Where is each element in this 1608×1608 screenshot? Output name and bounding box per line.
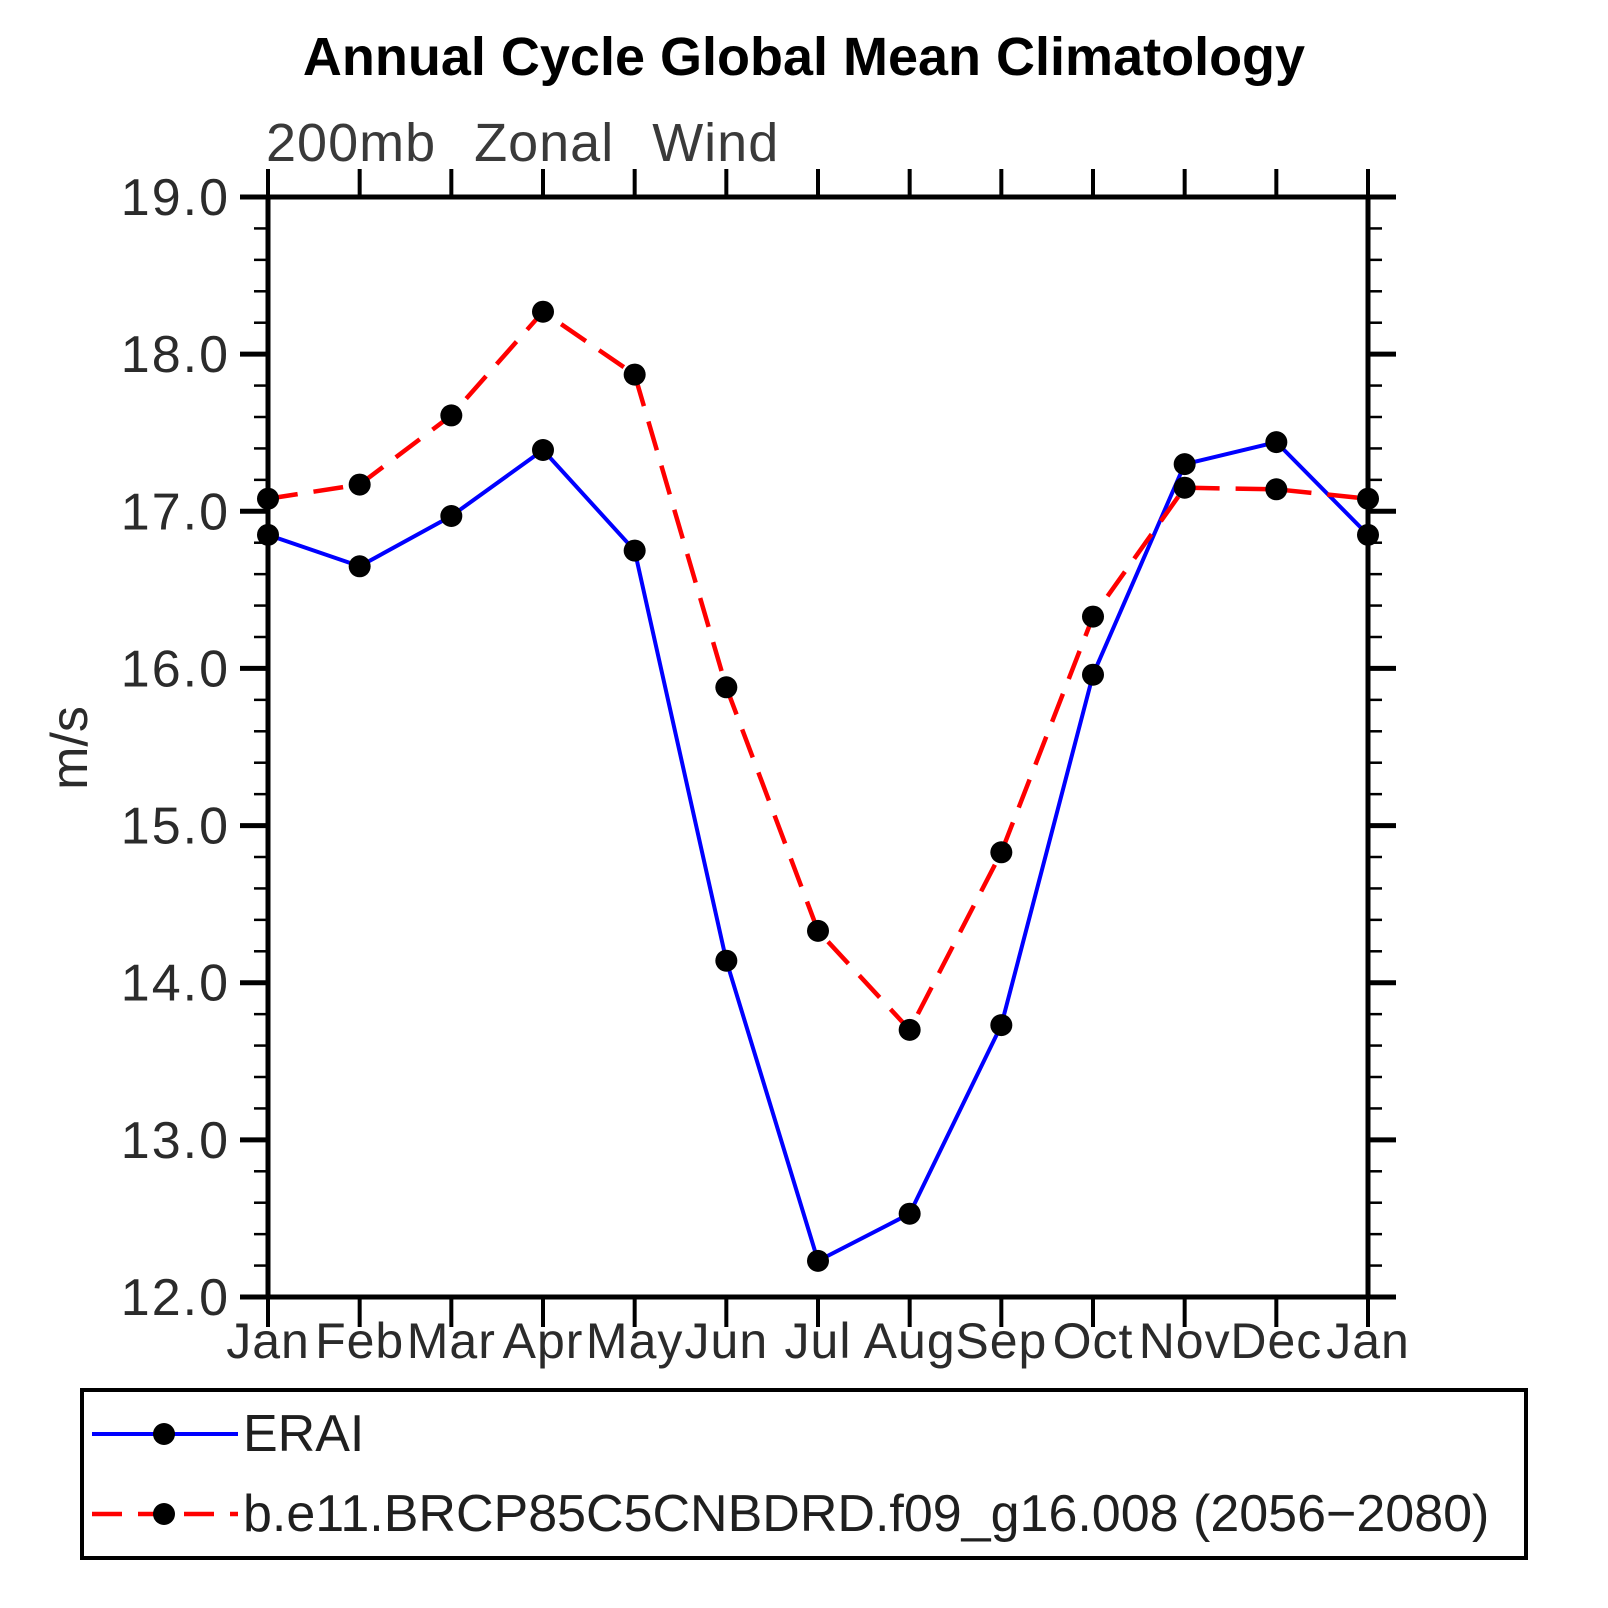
series-line-0 <box>267 440 1370 1263</box>
x-axis-tick-label: Sep <box>955 1313 1047 1369</box>
legend-row-model: b.e11.BRCP85C5CNBDRD.f09_g16.008 (2056−2… <box>90 1478 1489 1550</box>
data-point-marker-series-0 <box>1173 453 1196 476</box>
data-point-marker-series-0 <box>1265 431 1288 454</box>
x-axis-tick-label: Jan <box>1326 1313 1410 1369</box>
x-axis-tick-label: May <box>586 1313 683 1369</box>
y-axis-tick-label: 16.0 <box>121 640 230 698</box>
y-axis-tick-label: 14.0 <box>121 955 230 1013</box>
data-point-marker-series-1 <box>1265 478 1288 501</box>
data-point-marker-series-1 <box>715 676 738 699</box>
x-axis-tick-label: Mar <box>407 1313 496 1369</box>
data-point-marker-series-1 <box>257 487 279 510</box>
data-point-marker-series-0 <box>440 505 463 527</box>
legend-label-erai: ERAI <box>243 1405 365 1463</box>
legend-row-erai: ERAI <box>90 1398 364 1470</box>
data-point-marker-series-1 <box>1357 487 1379 510</box>
x-axis-tick-label: Oct <box>1053 1313 1134 1369</box>
y-axis-tick-label: 17.0 <box>121 483 230 541</box>
erai-line-sample-icon <box>92 1423 238 1445</box>
data-point-marker-series-1 <box>990 841 1013 864</box>
y-axis-tick-label: 15.0 <box>121 798 230 856</box>
x-axis-tick-label: Dec <box>1230 1313 1322 1369</box>
data-point-marker-series-1 <box>1173 476 1196 499</box>
page-title: Annual Cycle Global Mean Climatology <box>302 27 1306 87</box>
data-point-marker-series-0 <box>990 1014 1013 1037</box>
x-axis-tick-label: Feb <box>315 1313 404 1369</box>
y-axis-tick-label: 12.0 <box>121 1269 230 1327</box>
data-point-marker-series-0 <box>807 1249 829 1272</box>
data-point-marker-series-0 <box>898 1202 921 1225</box>
data-point-marker-series-0 <box>348 555 371 578</box>
data-point-marker-series-0 <box>715 949 738 972</box>
plot-box <box>265 194 1371 1300</box>
data-point-marker-series-1 <box>623 363 646 386</box>
legend-label-model: b.e11.BRCP85C5CNBDRD.f09_g16.008 (2056−2… <box>243 1485 1490 1543</box>
x-axis-tick-label: Apr <box>503 1313 584 1369</box>
x-axis-tick-label: Jul <box>785 1313 852 1369</box>
data-point-marker-series-0 <box>257 523 279 546</box>
data-point-marker-series-1 <box>1082 605 1104 628</box>
data-point-marker-series-1 <box>348 473 371 496</box>
data-point-marker-series-1 <box>532 300 554 323</box>
x-axis-tick-label: Jan <box>226 1313 310 1369</box>
data-point-marker-series-0 <box>1357 523 1379 546</box>
y-axis-tick-label: 18.0 <box>121 326 230 384</box>
data-point-marker-series-1 <box>440 404 463 427</box>
y-axis-tick-label: 13.0 <box>121 1112 230 1170</box>
y-axis-tick-label: 19.0 <box>121 169 230 227</box>
data-point-marker-series-0 <box>532 439 554 461</box>
data-point-marker-series-0 <box>1082 663 1104 686</box>
legend: ERAI b.e11.BRCP85C5CNBDRD.f09_g16.008 (2… <box>80 1388 1528 1560</box>
model-line-sample-icon <box>92 1503 238 1525</box>
x-axis-tick-label: Nov <box>1139 1313 1231 1369</box>
chart-subtitle: 200mb Zonal Wind <box>266 113 780 173</box>
data-point-marker-series-1 <box>807 919 829 942</box>
data-point-marker-series-1 <box>898 1018 921 1041</box>
x-axis-tick-label: Aug <box>864 1313 956 1369</box>
data-point-marker-series-0 <box>623 539 646 562</box>
x-axis-tick-label: Jun <box>685 1313 769 1369</box>
